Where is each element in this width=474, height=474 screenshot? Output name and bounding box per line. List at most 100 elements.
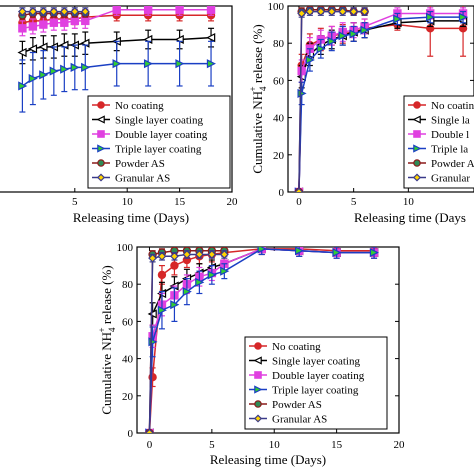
- legend-label: Triple la: [431, 144, 468, 156]
- x-tick-label: 15: [174, 196, 186, 208]
- legend-label: Powder AS: [272, 399, 322, 411]
- y-tick-label: 80: [122, 279, 134, 291]
- data-point: [38, 42, 48, 52]
- data-point: [175, 59, 185, 69]
- data-point: [219, 249, 229, 259]
- legend-label: Single la: [431, 115, 470, 127]
- data-point: [18, 24, 27, 33]
- legend-label: No coating: [115, 100, 164, 112]
- data-point: [60, 18, 69, 27]
- data-point: [39, 70, 49, 80]
- data-point: [297, 8, 307, 18]
- data-point: [426, 12, 436, 22]
- legend-marker: [413, 130, 421, 138]
- legend-label: Granular AS: [115, 173, 170, 185]
- data-point: [143, 59, 154, 69]
- legend-label: Powder AS: [115, 158, 165, 170]
- data-point: [70, 62, 80, 72]
- legend-marker: [254, 371, 262, 379]
- legend-marker: [253, 414, 263, 423]
- data-point: [207, 249, 217, 259]
- data-point: [112, 6, 121, 14]
- x-tick-label: 10: [403, 196, 415, 208]
- data-point: [157, 270, 167, 280]
- legend: No coating Single layer coating Double lay…: [87, 95, 231, 189]
- data-point: [458, 12, 469, 22]
- x-axis-label: Releasing time (Days): [73, 210, 189, 225]
- legend-marker: [413, 144, 422, 153]
- legend-marker: [97, 159, 105, 167]
- data-point: [332, 248, 342, 258]
- x-axis-label: Releasing time (Days: [354, 210, 466, 225]
- legend-label: Double l: [431, 129, 469, 141]
- data-point: [28, 7, 38, 17]
- data-point: [18, 81, 28, 91]
- x-tick-label: 5: [209, 439, 215, 451]
- x-tick-label: 5: [351, 196, 357, 208]
- data-point: [60, 64, 70, 74]
- data-point: [49, 18, 59, 27]
- data-point: [305, 7, 315, 17]
- data-point: [157, 251, 167, 261]
- plot-area: [17, 6, 216, 113]
- data-point: [49, 66, 59, 76]
- data-point: [294, 247, 305, 256]
- data-point: [170, 261, 179, 270]
- x-tick-label: 20: [227, 196, 239, 208]
- data-point: [27, 44, 38, 54]
- legend-label: Single layer coating: [115, 115, 203, 127]
- data-point: [81, 62, 91, 72]
- data-point: [182, 249, 192, 259]
- data-point: [393, 14, 403, 24]
- legend-marker: [412, 173, 422, 182]
- data-point: [169, 251, 179, 261]
- data-point: [220, 266, 230, 276]
- data-point: [81, 16, 90, 26]
- data-point: [28, 73, 38, 84]
- legend-marker: [97, 101, 105, 109]
- x-tick-label: 15: [331, 439, 343, 451]
- data-point: [148, 253, 158, 263]
- y-tick-label: 0: [128, 428, 134, 440]
- x-tick-label: 10: [122, 196, 134, 208]
- series-line-3: [148, 248, 375, 433]
- chart-panel-top-left: 5 10 15 20 Releasing time (Days) No coating Si…: [0, 5, 239, 225]
- y-tick-label: 40: [273, 113, 285, 125]
- y-axis-label: Cumulative NH4+ release (%): [248, 24, 268, 173]
- data-point: [206, 59, 216, 69]
- data-point: [327, 7, 337, 17]
- data-point: [170, 300, 180, 310]
- legend-marker: [253, 356, 262, 365]
- data-point: [17, 47, 27, 58]
- legend-marker: [97, 130, 105, 138]
- data-point: [70, 16, 79, 26]
- legend-label: Granular AS: [272, 414, 327, 426]
- data-point: [143, 6, 153, 14]
- data-point: [112, 59, 122, 69]
- x-tick-label: 20: [394, 439, 406, 451]
- legend-marker: [97, 144, 106, 153]
- data-point: [59, 7, 69, 17]
- data-point: [194, 249, 204, 259]
- y-tick-label: 100: [117, 242, 134, 254]
- legend-box: [403, 95, 474, 189]
- data-point: [195, 277, 205, 287]
- data-point: [206, 33, 216, 43]
- legend-box: [87, 95, 231, 189]
- legend-marker: [412, 115, 421, 124]
- data-point: [294, 187, 304, 192]
- y-tick-label: 80: [273, 38, 285, 50]
- data-point: [28, 22, 38, 31]
- data-point: [157, 305, 167, 315]
- y-tick-label: 20: [273, 150, 285, 162]
- legend-label: No coatin: [431, 100, 474, 112]
- data-point: [360, 25, 370, 35]
- data-point: [175, 6, 184, 14]
- legend-marker: [413, 159, 421, 167]
- legend-marker: [254, 342, 262, 350]
- legend-label: No coating: [272, 341, 321, 353]
- data-point: [70, 7, 80, 17]
- legend-label: Triple layer coating: [272, 385, 359, 397]
- data-point: [145, 428, 154, 433]
- x-tick-label: 10: [269, 439, 281, 451]
